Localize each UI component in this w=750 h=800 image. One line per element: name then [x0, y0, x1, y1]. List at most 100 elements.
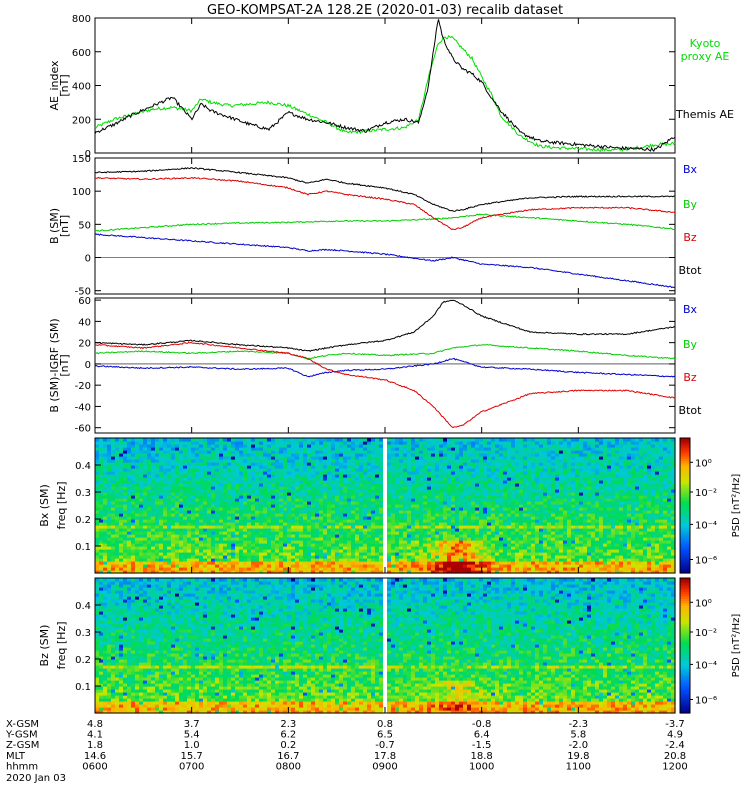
psd-cell	[379, 558, 384, 562]
psd-cell	[359, 459, 364, 463]
psd-cell	[403, 510, 408, 514]
psd-cell	[199, 525, 204, 529]
psd-cell	[379, 498, 384, 502]
psd-cell	[355, 531, 360, 535]
psd-cell	[367, 492, 372, 496]
psd-cell	[355, 561, 360, 565]
psd-cell	[219, 477, 224, 481]
psd-cell	[331, 441, 336, 445]
psd-cell	[435, 549, 440, 553]
psd-cell	[451, 459, 456, 463]
psd-cell	[111, 501, 116, 505]
psd-cell	[139, 459, 144, 463]
psd-cell	[135, 450, 140, 454]
psd-cell	[307, 495, 312, 499]
psd-cell	[279, 444, 284, 448]
psd-cell	[447, 453, 452, 457]
psd-cell	[143, 552, 148, 556]
psd-cell	[95, 522, 100, 526]
psd-cell	[323, 438, 328, 442]
psd-cell	[459, 456, 464, 460]
psd-cell	[271, 567, 276, 571]
psd-cell	[335, 513, 340, 517]
psd-cell	[103, 546, 108, 550]
psd-cell	[171, 534, 176, 538]
psd-cell	[203, 570, 208, 574]
psd-cell	[355, 471, 360, 475]
psd-cell	[395, 501, 400, 505]
psd-cell	[439, 441, 444, 445]
psd-cell	[299, 534, 304, 538]
psd-cell	[335, 570, 340, 574]
psd-cell	[179, 468, 184, 472]
psd-cell	[271, 543, 276, 547]
psd-cell	[299, 441, 304, 445]
psd-cell	[315, 480, 320, 484]
psd-cell	[227, 450, 232, 454]
psd-cell	[411, 534, 416, 538]
psd-cell	[479, 471, 484, 475]
psd-cell	[351, 570, 356, 574]
psd-cell	[347, 549, 352, 553]
psd-cell	[451, 471, 456, 475]
psd-cell	[431, 459, 436, 463]
psd-cell	[491, 501, 496, 505]
psd-cell	[387, 468, 392, 472]
psd-cell	[115, 546, 120, 550]
psd-cell	[487, 480, 492, 484]
psd-cell	[195, 540, 200, 544]
psd-cell	[215, 504, 220, 508]
psd-cell	[255, 522, 260, 526]
psd-cell	[531, 564, 536, 568]
psd-cell	[323, 462, 328, 466]
psd-cell	[351, 477, 356, 481]
psd-cell	[339, 537, 344, 541]
psd-cell	[423, 438, 428, 442]
psd-cell	[259, 486, 264, 490]
psd-cell	[451, 522, 456, 526]
psd-cell	[139, 546, 144, 550]
psd-cell	[263, 438, 268, 442]
psd-cell	[339, 552, 344, 556]
psd-cell	[291, 570, 296, 574]
psd-cell	[491, 561, 496, 565]
psd-cell	[179, 471, 184, 475]
legend-bz: Bz	[683, 231, 697, 244]
psd-cell	[523, 507, 528, 511]
psd-cell	[323, 507, 328, 511]
psd-cell	[391, 540, 396, 544]
psd-cell	[495, 453, 500, 457]
psd-cell	[327, 441, 332, 445]
psd-cell	[115, 474, 120, 478]
psd-cell	[259, 465, 264, 469]
psd-cell	[507, 480, 512, 484]
psd-cell	[503, 492, 508, 496]
psd-cell	[463, 534, 468, 538]
psd-cell	[363, 561, 368, 565]
psd-cell	[255, 549, 260, 553]
psd-cell	[479, 462, 484, 466]
psd-cell	[267, 480, 272, 484]
psd-cell	[331, 564, 336, 568]
psd-cell	[143, 459, 148, 463]
psd-cell	[399, 474, 404, 478]
psd-cell	[343, 441, 348, 445]
psd-cell	[415, 510, 420, 514]
psd-cell	[463, 441, 468, 445]
psd-cell	[471, 555, 476, 559]
psd-cell	[239, 495, 244, 499]
psd-cell	[183, 549, 188, 553]
psd-cell	[247, 468, 252, 472]
psd-cell	[175, 483, 180, 487]
psd-cell	[235, 453, 240, 457]
psd-cell	[363, 501, 368, 505]
psd-cell	[359, 522, 364, 526]
psd-cell	[179, 537, 184, 541]
psd-cell	[427, 522, 432, 526]
psd-cell	[351, 522, 356, 526]
psd-cell	[439, 474, 444, 478]
psd-cell	[95, 492, 100, 496]
psd-cell	[515, 507, 520, 511]
psd-cell	[239, 438, 244, 442]
psd-cell	[271, 459, 276, 463]
